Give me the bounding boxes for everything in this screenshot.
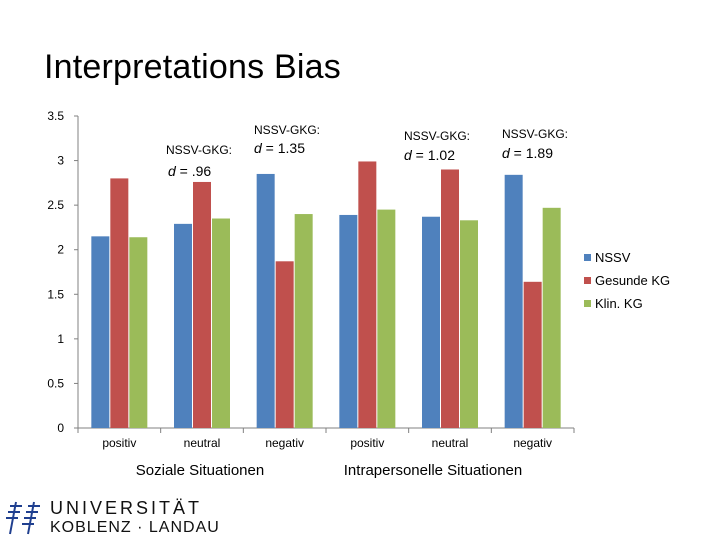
bar-klin-kg: [294, 214, 313, 428]
legend-label: Gesunde KG: [595, 273, 670, 288]
x-tick-label: negativ: [513, 436, 552, 450]
y-tick-label: 0: [57, 421, 64, 435]
x-tick-label: positiv: [102, 436, 136, 450]
group-label-social: Soziale Situationen: [135, 462, 265, 479]
annotation-label: NSSV-GKG:: [166, 143, 232, 157]
bar-gesunde-kg: [523, 281, 542, 428]
y-tick-label: 2.5: [47, 198, 64, 212]
logo-line-2: KOBLENZ · LANDAU: [50, 519, 220, 536]
bar-nssv: [91, 236, 110, 428]
legend-swatch: [584, 300, 591, 307]
bar-gesunde-kg: [358, 161, 377, 428]
bar-klin-kg: [377, 209, 396, 428]
group-label-intrapersonal: Intrapersonelle Situationen: [343, 462, 523, 479]
y-tick-label: 1.5: [47, 287, 64, 301]
annotation-label: NSSV-GKG:: [254, 123, 320, 137]
x-tick-label: positiv: [350, 436, 384, 450]
bar-nssv: [422, 216, 440, 428]
x-tick-label: neutral: [184, 436, 221, 450]
legend-swatch: [584, 277, 591, 284]
annotation-value: d = .96: [168, 163, 211, 179]
legend-swatch: [584, 254, 591, 261]
bar-nssv: [504, 174, 523, 428]
bar-nssv: [174, 223, 192, 428]
bar-klin-kg: [542, 207, 561, 428]
bar-gesunde-kg: [275, 261, 294, 428]
annotation-label: NSSV-GKG:: [502, 127, 568, 141]
bar-gesunde-kg: [110, 178, 129, 428]
legend-label: NSSV: [595, 250, 631, 265]
y-tick-label: 0.5: [47, 376, 64, 390]
y-tick-label: 2: [57, 243, 64, 257]
annotation-value: d = 1.02: [404, 147, 455, 163]
annotation-value: d = 1.89: [502, 145, 553, 161]
slide-title: Interpretations Bias: [44, 48, 341, 86]
bar-gesunde-kg: [441, 169, 459, 428]
y-tick-label: 3.5: [47, 109, 64, 123]
bar-klin-kg: [212, 218, 230, 428]
bar-klin-kg: [129, 237, 148, 428]
bar-klin-kg: [460, 220, 478, 428]
y-tick-label: 3: [57, 154, 64, 168]
annotation-value: d = 1.35: [254, 140, 305, 156]
logo-emblem-icon: [6, 501, 40, 535]
bar-gesunde-kg: [193, 181, 211, 428]
logo-line-1: UNIVERSITÄT: [50, 498, 203, 518]
y-tick-label: 1: [57, 332, 64, 346]
legend-label: Klin. KG: [595, 296, 643, 311]
annotation-label: NSSV-GKG:: [404, 129, 470, 143]
bar-nssv: [339, 214, 358, 428]
x-tick-label: neutral: [432, 436, 469, 450]
bar-nssv: [256, 173, 275, 428]
x-tick-label: negativ: [265, 436, 304, 450]
university-logo: UNIVERSITÄT KOBLENZ · LANDAU: [6, 498, 219, 538]
